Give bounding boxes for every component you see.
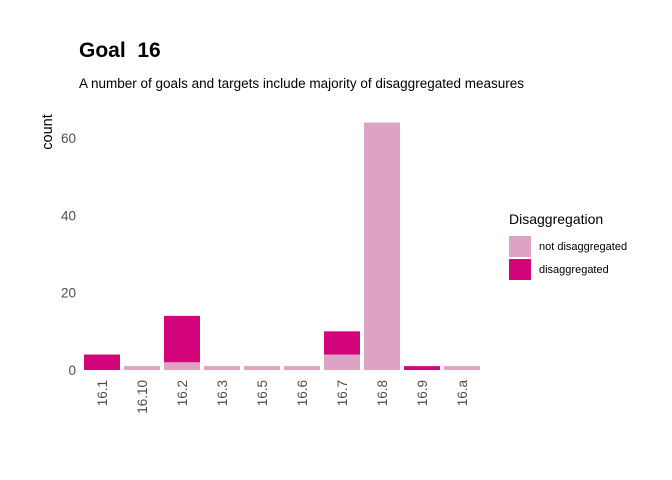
x-axis-ticks: 16.1 16.10 16.2 16.3 16.5 16.6 16.7 16.8 16.9 16.… — [95, 380, 470, 414]
bar-segment-disaggregated — [164, 315, 200, 363]
legend-swatch — [509, 259, 531, 280]
bar-segment-not-disaggregated — [444, 366, 480, 370]
legend-label: not disaggregated — [539, 241, 627, 253]
legend: Disaggregation not disaggregated disaggre… — [509, 211, 627, 280]
y-axis-label: count — [40, 114, 56, 149]
bar-segment-disaggregated — [84, 354, 120, 370]
y-tick-label: 40 — [61, 208, 76, 223]
x-tick-label: 16.1 — [95, 380, 110, 406]
x-tick-label: 16.5 — [255, 380, 270, 406]
bar-segment-not-disaggregated — [324, 354, 360, 370]
bar-segment-not-disaggregated — [164, 362, 200, 370]
bar-segment-not-disaggregated — [204, 366, 240, 370]
x-tick-label: 16.3 — [215, 380, 230, 406]
x-tick-label: 16.a — [455, 380, 470, 407]
legend-swatch — [509, 236, 531, 257]
x-tick-label: 16.10 — [135, 380, 150, 414]
bars — [84, 122, 480, 370]
bar-segment-not-disaggregated — [364, 122, 400, 370]
bar-segment-disaggregated — [404, 366, 440, 370]
bar-segment-not-disaggregated — [244, 366, 280, 370]
x-tick-label: 16.7 — [335, 380, 350, 406]
legend-items: not disaggregated disaggregated — [509, 236, 627, 280]
bar-segment-not-disaggregated — [124, 366, 160, 370]
x-tick-label: 16.2 — [175, 380, 190, 406]
y-tick-label: 60 — [61, 131, 76, 146]
x-tick-label: 16.6 — [295, 380, 310, 406]
y-tick-label: 20 — [61, 286, 76, 301]
legend-title: Disaggregation — [509, 211, 603, 227]
x-tick-label: 16.8 — [375, 380, 390, 406]
chart-subtitle: A number of goals and targets include ma… — [79, 76, 524, 91]
bar-segment-not-disaggregated — [284, 366, 320, 370]
chart-title: Goal 16 — [79, 39, 161, 62]
y-axis-ticks: 0 20 40 60 — [61, 131, 76, 378]
x-tick-label: 16.9 — [415, 380, 430, 406]
legend-label: disaggregated — [539, 264, 609, 276]
y-tick-label: 0 — [68, 363, 76, 378]
bar-segment-disaggregated — [324, 331, 360, 355]
